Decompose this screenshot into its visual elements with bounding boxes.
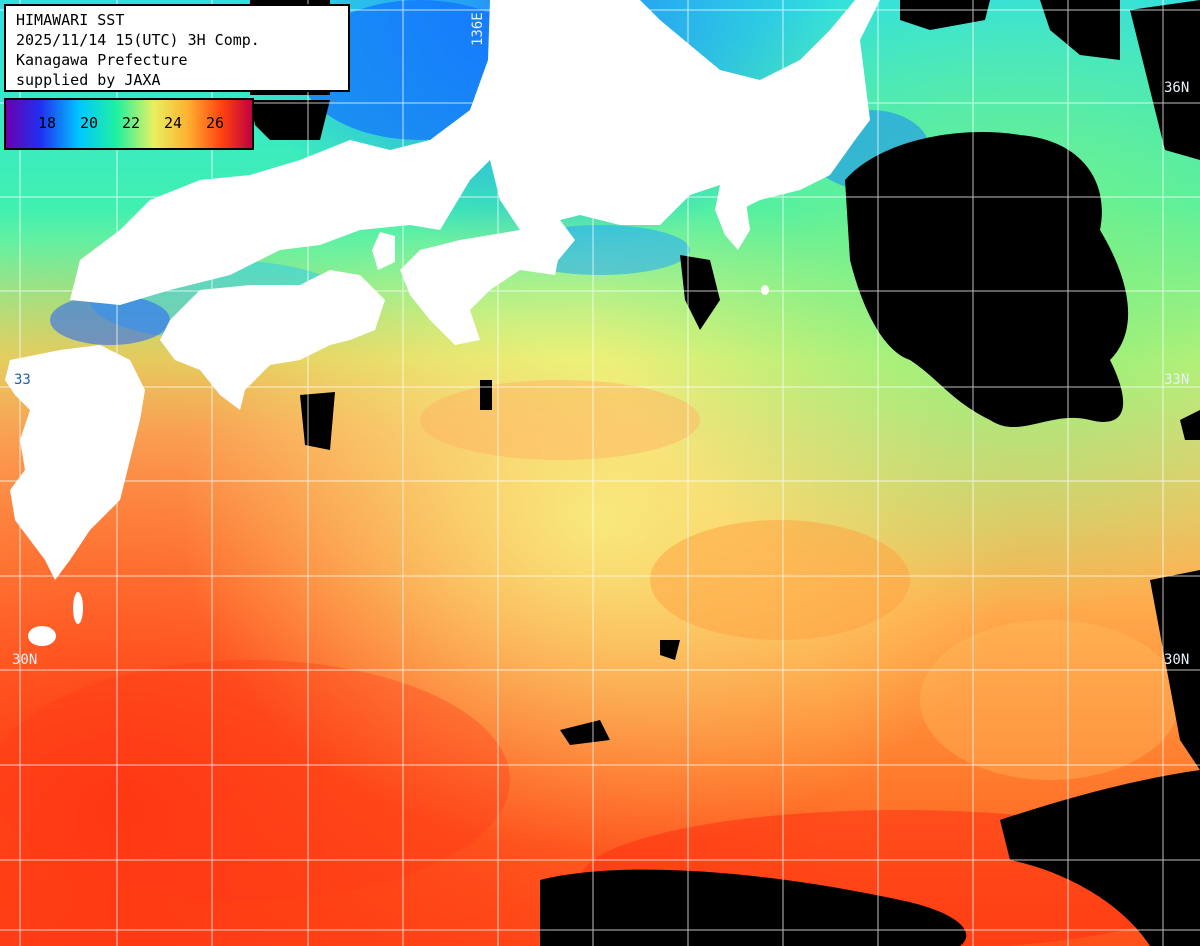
colorbar-label-24: 24 bbox=[163, 114, 183, 132]
lat-30n-right-label: 30N bbox=[1164, 652, 1190, 668]
info-credit: supplied by JAXA bbox=[16, 71, 161, 89]
info-title: HIMAWARI SST bbox=[16, 11, 125, 29]
info-datetime: 2025/11/14 15(UTC) 3H Comp. bbox=[16, 31, 260, 49]
lon-136e-label: 136E bbox=[470, 12, 486, 46]
temperature-colorbar: 18 20 22 24 26 bbox=[4, 98, 254, 150]
colorbar-label-18: 18 bbox=[37, 114, 57, 132]
lat-36n-right-label: 36N bbox=[1164, 80, 1190, 96]
lat-33n-right-label: 33N bbox=[1164, 372, 1190, 388]
info-region: Kanagawa Prefecture bbox=[16, 51, 188, 69]
info-box: HIMAWARI SST 2025/11/14 15(UTC) 3H Comp.… bbox=[4, 4, 350, 92]
colorbar-gradient bbox=[6, 100, 252, 148]
lat-30n-left-label: 30N bbox=[12, 652, 38, 668]
colorbar-label-26: 26 bbox=[205, 114, 225, 132]
colorbar-label-20: 20 bbox=[79, 114, 99, 132]
colorbar-label-22: 22 bbox=[121, 114, 141, 132]
land-masses bbox=[5, 0, 880, 646]
lat-33-left-label: 33 bbox=[14, 372, 31, 388]
